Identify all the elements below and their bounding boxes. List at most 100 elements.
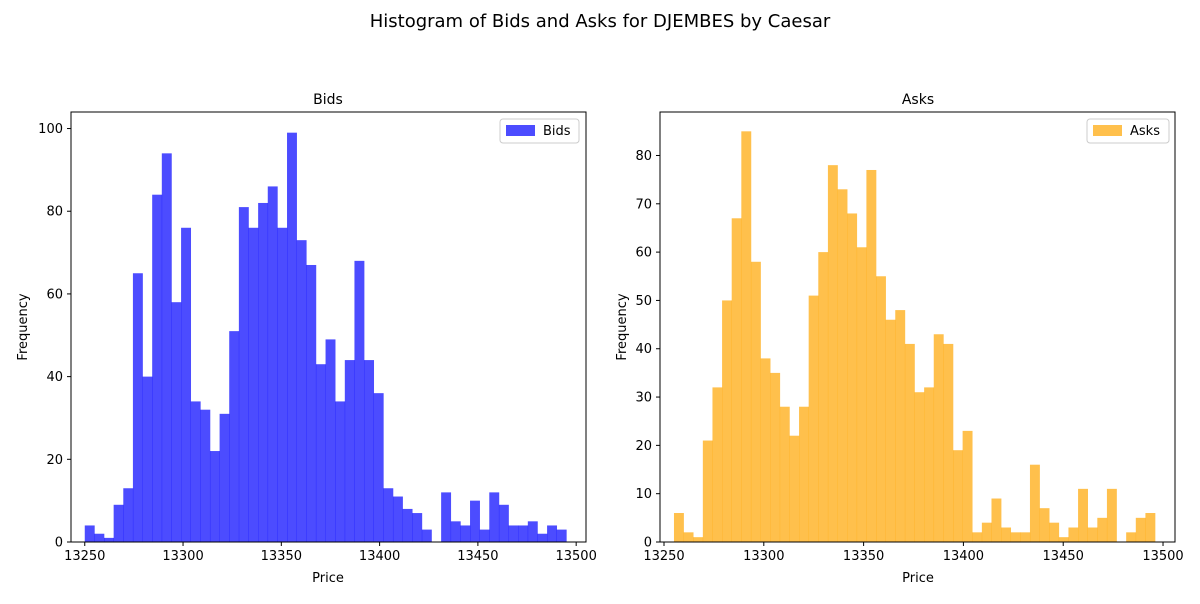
asks-bar [981,522,992,542]
asks-legend-swatch [1093,125,1122,136]
asks-bar [1126,532,1137,542]
asks-x-tick-label: 13300 [743,549,784,564]
asks-bar [741,131,752,542]
asks-bar [1106,488,1117,542]
asks-y-ticks: 0 10 20 30 40 50 60 70 80 [635,149,660,551]
bids-bar [190,401,201,542]
asks-bars [673,131,1156,543]
bids-bar [547,525,558,542]
bids-bar [392,496,403,542]
asks-x-tick-label: 13350 [843,549,884,564]
asks-bar [818,252,829,543]
bids-bar [296,240,307,543]
asks-x-ticks: 13250 13300 13350 13400 13450 13500 [643,542,1184,564]
asks-bar [1087,527,1098,542]
bids-y-tick-label: 80 [46,205,63,220]
bids-bar [181,227,192,542]
bids-bar [344,360,355,542]
bids-x-tick-label: 13350 [261,549,302,564]
asks-bar [1097,517,1108,542]
bids-bar [267,186,278,543]
asks-y-tick-label: 50 [635,294,652,309]
bids-x-tick-label: 13300 [162,549,203,564]
bids-bar [498,504,509,542]
bids-y-tick-label: 40 [46,370,63,385]
asks-bar [827,165,838,542]
bids-bar [364,360,375,542]
asks-bar [914,392,925,542]
bids-bar [258,202,269,542]
bids-bar [354,260,365,542]
bids-bar [518,525,529,542]
asks-plot-frame [659,111,1176,543]
asks-y-tick-label: 60 [635,246,652,261]
bids-bar [209,451,220,542]
bids-bar [84,525,95,542]
bids-bar [470,500,480,542]
bids-bar [161,153,172,542]
bids-bar [200,409,211,542]
bids-bar [537,533,548,542]
bids-legend-label: Bids [543,124,571,139]
bids-bar [142,376,153,542]
bids-bar [527,521,538,542]
asks-bar [779,406,790,542]
asks-bar [799,406,809,542]
bids-bars [84,132,567,543]
asks-bar [1145,513,1156,542]
bids-bar [171,302,182,542]
bids-x-ticks: 13250 13300 13350 13400 13450 13500 [64,542,597,564]
bids-bar [412,513,423,542]
bids-bar [104,537,114,542]
bids-y-tick-label: 0 [55,536,63,551]
asks-bar [962,430,973,542]
bids-bar [441,492,452,542]
asks-bar [1010,532,1021,542]
asks-bar [876,276,886,542]
asks-bar [712,387,723,542]
bids-bar [335,401,346,542]
bids-bar [132,273,143,542]
bids-bar [460,525,471,542]
bids-plot-frame [70,111,587,543]
bids-chart-title: Bids [313,92,343,108]
bids-bar [450,521,461,542]
figure-title: Histogram of Bids and Asks for DJEMBES b… [370,11,831,32]
bids-bar [219,413,230,542]
asks-chart-title: Asks [902,92,934,108]
bids-bar [421,529,432,542]
asks-y-tick-label: 20 [635,439,652,454]
asks-bar [952,450,963,542]
asks-y-tick-label: 70 [635,197,652,212]
bids-y-ticks: 0 20 40 60 80 100 [38,122,71,551]
bids-legend-swatch [506,125,535,136]
asks-bar [1058,537,1069,542]
asks-legend-label: Asks [1130,124,1160,139]
bids-bar [489,492,500,542]
asks-y-axis-label: Frequency [615,293,630,360]
asks-bar [1029,464,1040,542]
bids-bar [479,529,490,542]
asks-bar [943,343,954,542]
asks-x-tick-label: 13400 [943,549,984,564]
bids-bar [315,364,326,542]
bids-bar [229,331,240,542]
asks-x-axis-label: Price [902,571,934,586]
bids-bar [556,529,567,542]
bids-y-tick-label: 20 [46,453,63,468]
bids-bar [277,227,288,542]
bids-x-tick-label: 13400 [359,549,400,564]
asks-bar [856,247,867,542]
bids-bar [306,264,317,542]
bids-bar [373,393,384,542]
asks-bar [1068,527,1079,542]
asks-bar [702,440,713,542]
bids-bar [94,533,105,542]
bids-bar [402,508,413,542]
bids-y-tick-label: 60 [46,287,63,302]
asks-bar [904,343,915,542]
bids-histogram: Bids Price Frequency 13250 13300 13350 1340… [16,92,597,586]
asks-bar [673,513,684,542]
asks-histogram: Asks Price Frequency 13250 13300 13350 1340… [615,92,1184,586]
